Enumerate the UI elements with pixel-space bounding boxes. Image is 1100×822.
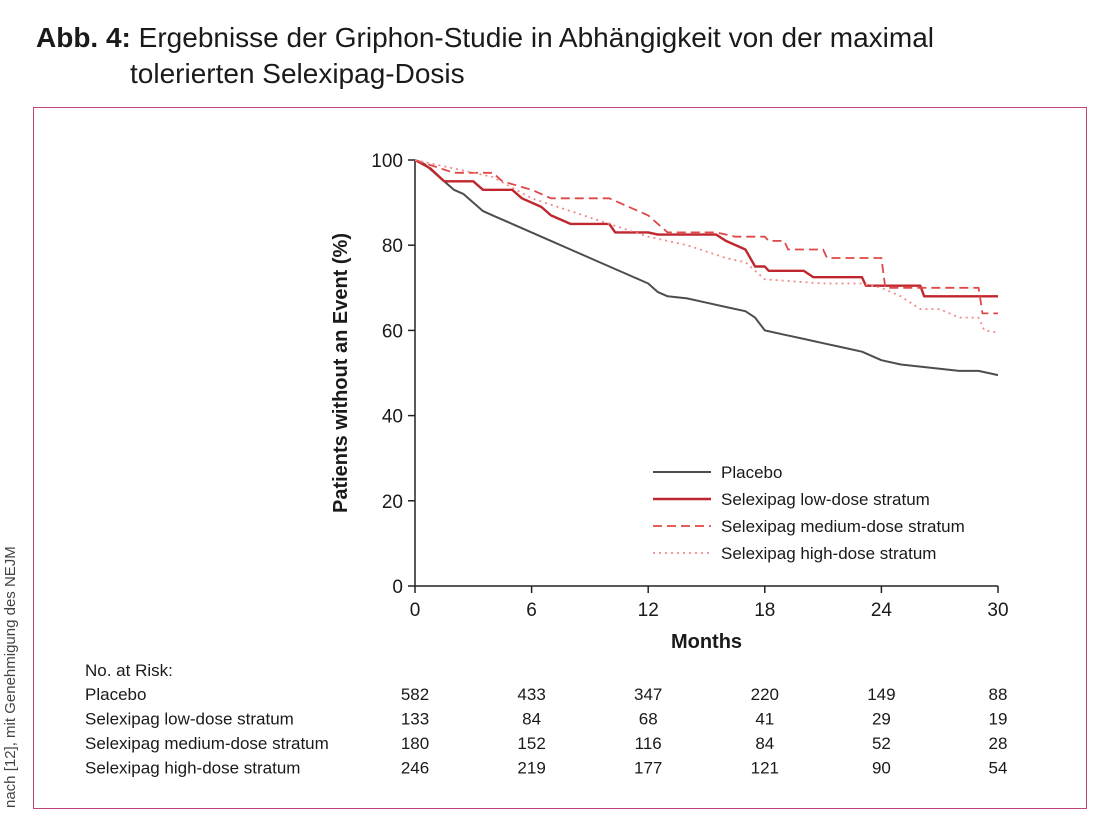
risk-value: 41 xyxy=(755,710,774,729)
y-tick-label: 80 xyxy=(382,236,403,257)
risk-value: 19 xyxy=(989,710,1008,729)
legend-label-medium: Selexipag medium-dose stratum xyxy=(721,517,965,536)
legend-label-high: Selexipag high-dose stratum xyxy=(721,544,936,563)
y-axis-title: Patients without an Event (%) xyxy=(330,233,352,513)
figure-caption: Abb. 4: Ergebnisse der Griphon-Studie in… xyxy=(36,20,1076,92)
risk-row-label: Selexipag high-dose stratum xyxy=(85,759,300,778)
legend-label-low: Selexipag low-dose stratum xyxy=(721,490,930,509)
risk-value: 54 xyxy=(989,759,1008,778)
risk-value: 90 xyxy=(872,759,891,778)
risk-value: 84 xyxy=(755,734,774,753)
figure-title-line2: tolerierten Selexipag-Dosis xyxy=(130,58,465,89)
x-tick-label: 30 xyxy=(987,600,1008,621)
x-tick-label: 0 xyxy=(410,600,421,621)
risk-table-title: No. at Risk: xyxy=(85,661,173,680)
figure-title-line1: Ergebnisse der Griphon-Studie in Abhängi… xyxy=(138,22,935,53)
risk-value: 116 xyxy=(635,734,662,753)
risk-value: 28 xyxy=(989,734,1008,753)
risk-value: 84 xyxy=(522,710,541,729)
series-line-low xyxy=(414,158,998,298)
y-tick-label: 40 xyxy=(382,407,403,428)
risk-value: 152 xyxy=(517,734,545,753)
risk-value: 52 xyxy=(872,734,891,753)
figure-label: Abb. 4: xyxy=(36,22,131,53)
risk-value: 180 xyxy=(401,734,429,753)
risk-value: 68 xyxy=(639,710,658,729)
series-line-placebo xyxy=(414,159,999,377)
risk-row-label: Selexipag medium-dose stratum xyxy=(85,734,329,753)
risk-value: 133 xyxy=(401,710,429,729)
risk-value: 29 xyxy=(872,710,891,729)
risk-value: 582 xyxy=(401,685,429,704)
y-tick-label: 0 xyxy=(392,577,403,598)
risk-value: 347 xyxy=(634,685,662,704)
risk-value: 88 xyxy=(989,685,1008,704)
y-tick-label: 20 xyxy=(382,492,403,513)
legend-label-placebo: Placebo xyxy=(721,463,782,482)
risk-value: 433 xyxy=(517,685,545,704)
y-tick-label: 100 xyxy=(371,151,403,172)
risk-value: 149 xyxy=(867,685,895,704)
y-tick-label: 60 xyxy=(382,321,403,342)
x-axis-title: Months xyxy=(671,631,742,653)
risk-value: 219 xyxy=(517,759,545,778)
figure-frame xyxy=(33,107,1087,809)
series-line-high xyxy=(414,159,999,334)
risk-row-label: Placebo xyxy=(85,685,146,704)
risk-value: 220 xyxy=(751,685,779,704)
x-tick-label: 18 xyxy=(754,600,775,621)
risk-value: 121 xyxy=(751,759,779,778)
x-tick-label: 24 xyxy=(871,600,893,621)
risk-value: 246 xyxy=(401,759,429,778)
risk-row-label: Selexipag low-dose stratum xyxy=(85,710,294,729)
x-tick-label: 6 xyxy=(526,600,537,621)
x-tick-label: 12 xyxy=(638,600,659,621)
risk-value: 177 xyxy=(634,759,662,778)
